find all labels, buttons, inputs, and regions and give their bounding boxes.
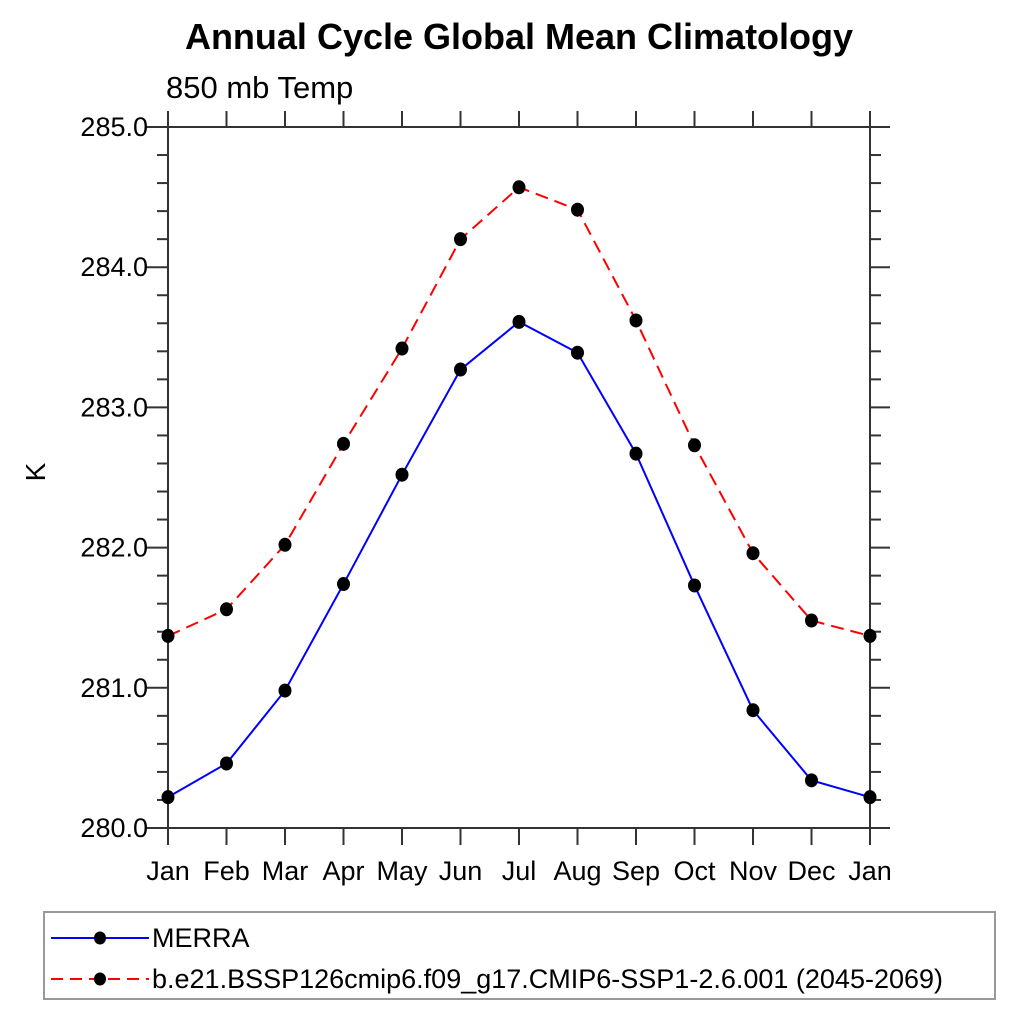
x-tick-label: Aug <box>553 856 601 886</box>
legend-line-sample-merra <box>51 931 149 945</box>
data-point-marker-0 <box>746 703 760 718</box>
x-tick-label: Oct <box>673 856 716 886</box>
x-tick-label: Mar <box>262 856 309 886</box>
x-tick-label: May <box>376 856 428 886</box>
data-point-marker-1 <box>746 546 760 561</box>
x-tick-label: Jul <box>502 856 537 886</box>
data-point-marker-0 <box>454 362 467 377</box>
legend-box: MERRA b.e21.BSSP126cmip6.f09_g17.CMIP6-S… <box>43 911 996 1000</box>
x-tick-label: Sep <box>612 856 660 886</box>
data-point-marker-0 <box>161 790 175 805</box>
legend-item-model: b.e21.BSSP126cmip6.f09_g17.CMIP6-SSP1-2.… <box>48 964 943 994</box>
legend-item-merra: MERRA <box>48 923 250 953</box>
data-point-marker-0 <box>220 756 233 771</box>
legend-line-sample-model <box>51 972 149 986</box>
data-point-marker-1 <box>805 613 818 628</box>
legend-label-merra: MERRA <box>152 923 250 953</box>
legend-sample-marker <box>94 931 106 945</box>
data-point-marker-0 <box>278 683 292 698</box>
x-tick-label: Apr <box>322 856 364 886</box>
y-tick-label: 285.0 <box>80 112 148 142</box>
data-point-marker-0 <box>863 790 877 805</box>
legend-label-model: b.e21.BSSP126cmip6.f09_g17.CMIP6-SSP1-2.… <box>152 964 944 994</box>
data-point-marker-0 <box>629 446 643 461</box>
plot-canvas: Jan Feb Mar Apr May Jun Jul Aug Sep Oct Nov Dec Jan 2… <box>80 111 892 886</box>
data-point-marker-1 <box>863 628 877 643</box>
x-tick-label: Dec <box>787 856 835 886</box>
x-tick-label: Jun <box>439 856 483 886</box>
data-point-marker-1 <box>512 180 526 195</box>
data-point-marker-1 <box>395 341 409 356</box>
data-point-marker-1 <box>161 628 175 643</box>
data-point-marker-0 <box>571 345 584 360</box>
y-tick-label: 280.0 <box>80 813 148 843</box>
data-point-marker-1 <box>571 202 584 217</box>
x-tick-label: Jan <box>146 856 190 886</box>
data-point-marker-1 <box>688 438 701 453</box>
x-tick-label: Nov <box>729 856 778 886</box>
chart-title: Annual Cycle Global Mean Climatology <box>184 16 854 57</box>
data-point-marker-1 <box>220 602 233 617</box>
data-point-marker-0 <box>805 773 818 788</box>
series-line-0 <box>167 320 871 799</box>
data-point-marker-1 <box>337 436 350 451</box>
data-point-marker-1 <box>629 313 643 328</box>
series-line-1 <box>167 186 871 637</box>
data-point-marker-1 <box>454 232 467 247</box>
x-tick-label: Jan <box>848 856 892 886</box>
data-point-marker-0 <box>337 577 350 592</box>
data-point-marker-0 <box>512 314 526 329</box>
y-tick-label: 283.0 <box>80 392 148 422</box>
y-tick-label: 284.0 <box>80 252 148 282</box>
y-tick-label: 281.0 <box>80 673 148 703</box>
x-tick-label: Feb <box>203 856 250 886</box>
data-point-marker-0 <box>688 578 701 593</box>
y-tick-label: 282.0 <box>80 533 148 563</box>
data-point-marker-0 <box>395 467 409 482</box>
legend-sample-marker <box>94 972 106 986</box>
data-point-marker-1 <box>278 537 292 552</box>
chart-subtitle: 850 mb Temp <box>166 70 354 105</box>
